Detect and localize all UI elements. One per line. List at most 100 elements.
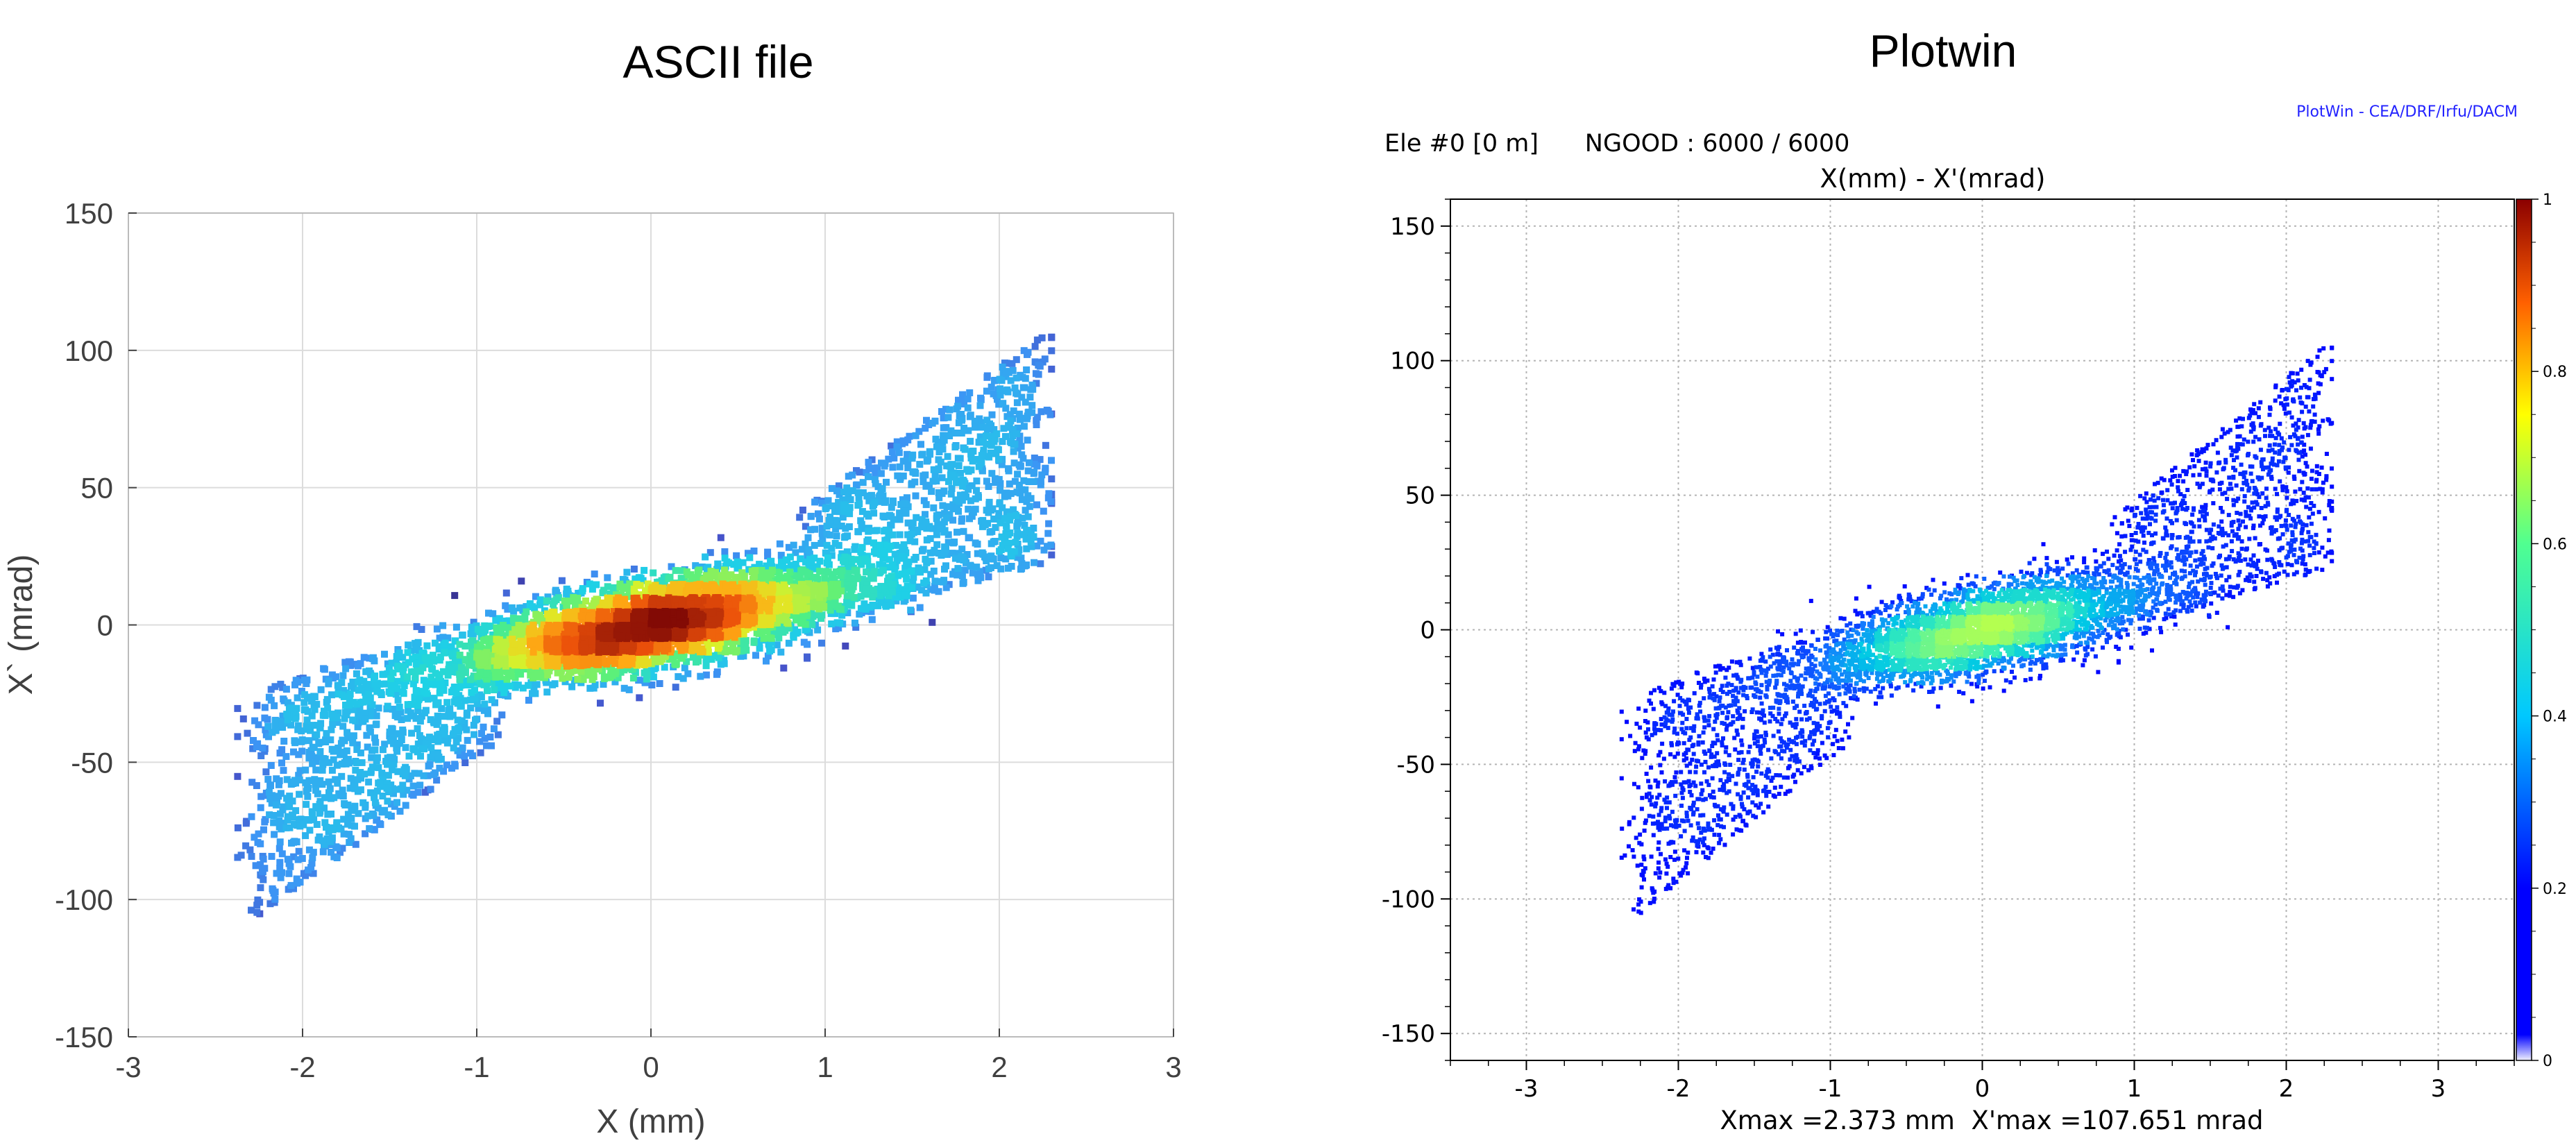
scatter-point <box>582 657 590 665</box>
scatter-point <box>954 455 962 462</box>
scatter-point <box>290 748 297 756</box>
scatter-point <box>933 443 940 450</box>
scatter-point <box>796 613 804 620</box>
scatter-point <box>681 641 689 649</box>
scatter-point <box>483 742 490 750</box>
scatter-point <box>742 641 749 649</box>
scatter-point <box>896 509 904 517</box>
scatter-point <box>872 469 879 477</box>
scatter-point <box>776 540 783 548</box>
scatter-point <box>717 534 724 541</box>
scatter-point <box>486 667 493 675</box>
scatter-point <box>988 432 995 440</box>
scatter-point <box>491 686 498 693</box>
scatter-point <box>786 568 794 576</box>
scatter-point <box>384 754 391 762</box>
scatter-point <box>434 731 441 739</box>
scatter-point <box>279 684 287 691</box>
scatter-point <box>723 558 731 566</box>
scatter-point <box>303 716 311 724</box>
scatter-point <box>414 725 421 732</box>
scatter-point <box>633 580 641 588</box>
scatter-point <box>234 854 242 861</box>
scatter-point <box>1048 347 1056 355</box>
scatter-point <box>852 482 860 489</box>
scatter-point <box>1020 347 1028 355</box>
scatter-point <box>901 591 909 599</box>
scatter-point <box>375 704 382 712</box>
scatter-point <box>843 578 851 586</box>
scatter-point <box>985 573 992 581</box>
scatter-point <box>593 595 600 603</box>
scatter-point <box>824 600 831 607</box>
scatter-point <box>367 706 375 713</box>
scatter-point <box>702 662 710 670</box>
scatter-point <box>573 666 580 674</box>
scatter-point <box>308 777 316 784</box>
scatter-point <box>807 526 815 534</box>
scatter-point <box>563 645 570 653</box>
scatter-point <box>989 505 997 513</box>
scatter-point <box>316 748 324 755</box>
scatter-point <box>870 539 877 547</box>
scatter-point <box>831 540 839 547</box>
scatter-point <box>340 693 348 700</box>
scatter-point <box>662 652 670 659</box>
scatter-point <box>906 537 914 545</box>
scatter-point <box>904 464 912 471</box>
scatter-point <box>815 593 823 600</box>
scatter-point <box>521 661 529 669</box>
scatter-point <box>957 469 964 477</box>
scatter-point <box>591 611 598 619</box>
scatter-point <box>314 722 321 729</box>
scatter-point <box>965 486 972 493</box>
scatter-point <box>983 373 991 381</box>
scatter-point <box>879 548 886 555</box>
scatter-point <box>967 561 974 569</box>
scatter-point <box>310 849 317 856</box>
scatter-point <box>629 675 637 681</box>
scatter-point <box>384 811 392 819</box>
scatter-point <box>536 596 544 604</box>
scatter-point <box>922 471 929 479</box>
scatter-point <box>612 585 620 593</box>
scatter-point <box>1027 538 1035 545</box>
scatter-point <box>1012 539 1019 546</box>
scatter-point <box>828 552 836 559</box>
scatter-point <box>568 613 575 620</box>
scatter-point <box>734 589 741 597</box>
scatter-point <box>372 721 380 729</box>
scatter-point <box>276 858 284 866</box>
scatter-point <box>779 615 786 623</box>
scatter-point <box>325 789 332 797</box>
scatter-point <box>585 625 592 633</box>
scatter-point <box>907 607 915 614</box>
scatter-point <box>319 837 327 845</box>
scatter-point <box>346 694 353 702</box>
scatter-point <box>250 737 257 744</box>
scatter-point <box>435 672 443 679</box>
scatter-point <box>365 691 373 698</box>
scatter-point <box>946 462 954 470</box>
scatter-point <box>280 820 287 827</box>
scatter-point <box>505 617 513 625</box>
scatter-point <box>1005 539 1012 547</box>
scatter-point <box>1012 430 1020 437</box>
scatter-point <box>739 595 747 602</box>
scatter-point <box>888 442 895 450</box>
scatter-point <box>843 484 851 492</box>
scatter-point <box>847 496 854 503</box>
scatter-point <box>298 747 306 755</box>
scatter-point <box>855 494 863 502</box>
scatter-point <box>458 681 466 689</box>
scatter-point <box>620 684 628 692</box>
scatter-point <box>328 766 336 774</box>
scatter-point <box>305 846 313 854</box>
scatter-point <box>607 600 615 607</box>
scatter-point <box>452 738 460 746</box>
scatter-point <box>690 625 697 632</box>
scatter-point <box>996 548 1003 555</box>
scatter-point <box>734 564 741 572</box>
scatter-point <box>484 687 491 695</box>
scatter-point <box>249 745 257 752</box>
